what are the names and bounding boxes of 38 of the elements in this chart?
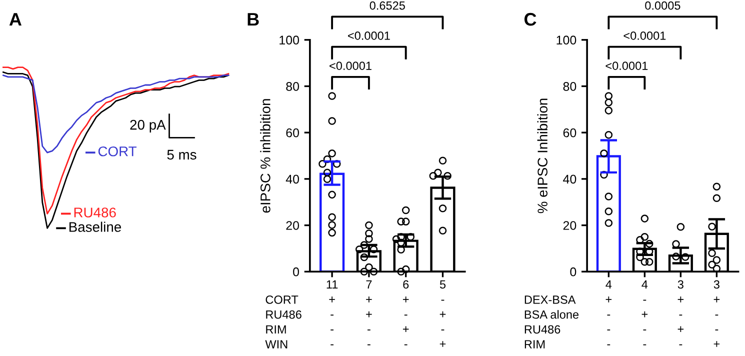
text: 0.6525 xyxy=(370,1,405,10)
y-tick-label: 60 xyxy=(563,128,576,138)
x-tick-label: 4 + - - - xyxy=(606,280,612,346)
text: 0.0005 xyxy=(645,1,680,10)
y-tick-label: 100 xyxy=(556,36,576,45)
text: <0.0001 xyxy=(624,31,666,40)
x-tick-label: 4 - + - - xyxy=(642,280,648,346)
y-axis-title: eIPSC % inhibition xyxy=(260,99,270,213)
x-tick-label: 11 + - - - xyxy=(326,280,338,346)
y-tick-label: 40 xyxy=(563,174,576,184)
legend-label: RU486 xyxy=(74,208,116,218)
legend-label: Baseline xyxy=(69,222,122,232)
annotation: <0.0001 xyxy=(606,62,648,70)
text: <0.0001 xyxy=(348,31,390,40)
y-tick-label: 80 xyxy=(563,82,576,91)
annotation: 20 pA xyxy=(130,120,166,132)
y-tick-label: 20 xyxy=(563,221,576,230)
y-tick-label: 20 xyxy=(286,221,300,230)
x-tick-label: 5 - + - + xyxy=(440,280,446,347)
text: CORT RU486 RIM WIN xyxy=(265,296,302,348)
chart-title: C xyxy=(524,12,536,26)
y-tick-label: 0 xyxy=(570,267,576,276)
annotation: <0.0001 xyxy=(330,62,372,70)
y-tick-label: 0 xyxy=(293,267,300,276)
x-tick-label: 6 + - + - xyxy=(402,280,409,346)
x-tick-label: 3 + - + - xyxy=(678,280,684,346)
y-tick-label: 40 xyxy=(286,174,300,184)
y-tick-label: 100 xyxy=(280,36,300,45)
chart-title: A xyxy=(9,13,22,26)
y-tick-label: 60 xyxy=(286,128,300,138)
text: DEX-BSA BSA alone RU486 RIM xyxy=(524,296,579,348)
y-tick-label: 80 xyxy=(286,82,300,91)
x-tick-label: 7 + + - - xyxy=(366,280,372,346)
legend-label: CORT xyxy=(98,146,137,156)
x-tick-label: 3 + - - + xyxy=(714,280,720,347)
y-axis-title: % eIPSC Inhibition xyxy=(537,98,548,214)
annotation: 5 ms xyxy=(167,150,196,160)
chart-title: B xyxy=(248,13,259,26)
